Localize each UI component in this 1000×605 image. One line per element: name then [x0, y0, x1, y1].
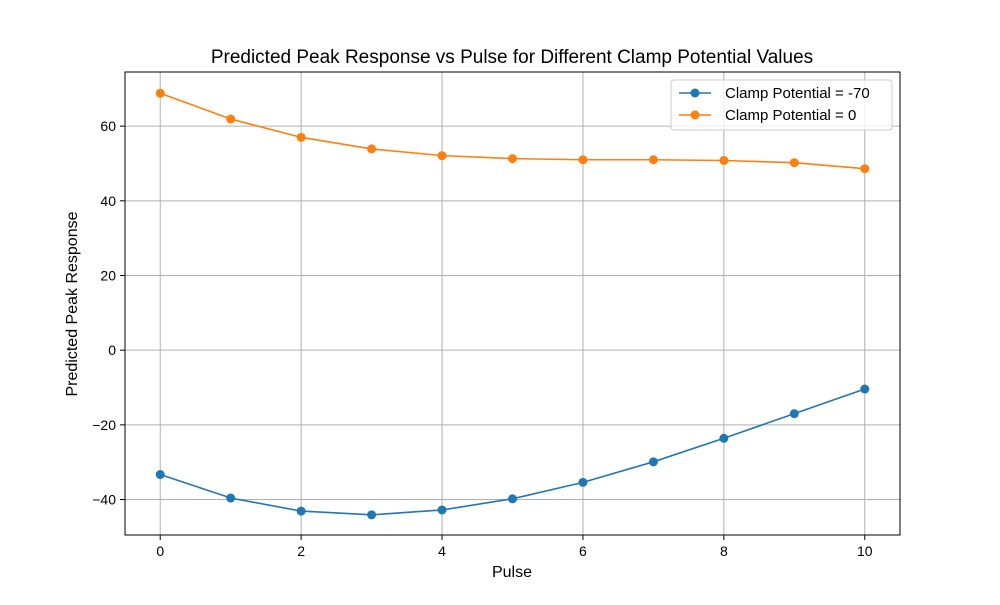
data-point [648, 155, 658, 165]
y-tick-label: −20 [92, 417, 116, 433]
data-point [437, 151, 447, 161]
data-point [367, 144, 377, 154]
legend-label: Clamp Potential = 0 [725, 107, 856, 124]
data-point [789, 409, 799, 419]
x-tick-label: 6 [579, 543, 587, 559]
legend-marker [690, 110, 700, 120]
data-point [155, 88, 165, 98]
legend-marker [690, 88, 700, 98]
data-point [860, 164, 870, 174]
x-tick-label: 10 [857, 543, 873, 559]
data-point [578, 155, 588, 165]
plot-area-frame [124, 71, 901, 536]
series-0 [155, 384, 870, 520]
y-tick-label: 40 [100, 193, 116, 209]
y-axis-label: Predicted Peak Response [64, 211, 81, 396]
series-1 [155, 88, 870, 174]
legend-box [670, 79, 893, 131]
x-tick-label: 0 [156, 543, 164, 559]
data-point [155, 470, 165, 480]
legend: Clamp Potential = -70 Clamp Potential = 0 [670, 79, 893, 131]
y-tick-label: 20 [100, 267, 116, 283]
data-point [226, 493, 236, 503]
data-point [508, 494, 517, 504]
data-point [648, 457, 658, 467]
axis-ticks: 0 2 4 6 8 10 −40 −20 0 20 40 60 [92, 118, 873, 559]
x-tick-label: 8 [720, 543, 728, 559]
legend-label: Clamp Potential = -70 [725, 85, 870, 102]
data-point [789, 158, 799, 168]
data-point [226, 114, 236, 124]
y-tick-label: 60 [100, 118, 116, 134]
data-point [508, 154, 517, 164]
grid-lines [125, 72, 900, 535]
series-layer [155, 88, 870, 520]
x-tick-label: 2 [297, 543, 305, 559]
x-axis-label: Pulse [492, 564, 532, 581]
data-point [719, 155, 729, 165]
data-point [437, 505, 447, 515]
y-tick-label: −40 [92, 492, 116, 508]
chart-title: Predicted Peak Response vs Pulse for Dif… [211, 47, 813, 68]
data-point [719, 433, 729, 443]
data-point [860, 384, 870, 394]
x-tick-label: 4 [438, 543, 446, 559]
data-point [296, 132, 306, 142]
data-point [578, 477, 588, 487]
data-point [367, 510, 377, 520]
data-point [296, 506, 306, 516]
y-tick-label: 0 [108, 342, 116, 358]
